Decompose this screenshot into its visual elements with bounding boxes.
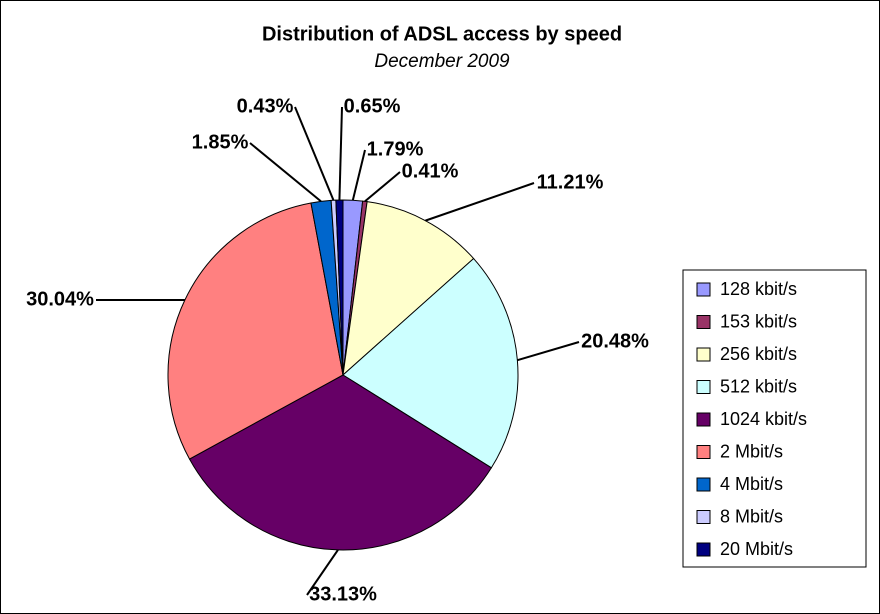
legend-label: 1024 kbit/s — [720, 409, 807, 429]
legend-label: 2 Mbit/s — [720, 441, 783, 461]
data-label: 33.13% — [309, 583, 377, 605]
legend-box — [682, 269, 867, 568]
pie-slice — [335, 199, 344, 376]
legend-swatch — [696, 282, 711, 297]
legend-label: 8 Mbit/s — [720, 506, 783, 526]
legend-swatch — [696, 347, 711, 362]
legend-swatch — [696, 542, 711, 557]
leader-line — [306, 549, 339, 596]
leader-line — [351, 149, 366, 201]
legend-swatch — [696, 445, 711, 459]
pie-slice — [342, 257, 519, 469]
leader-line — [364, 171, 401, 203]
legend-label: 20 Mbit/s — [720, 539, 793, 559]
data-label: 1.85% — [192, 131, 249, 153]
legend-swatch — [696, 412, 711, 427]
chart-subtitle: December 2009 — [374, 51, 510, 72]
data-label: 0.43% — [237, 95, 294, 117]
data-label: 20.48% — [581, 330, 649, 352]
leader-line — [338, 106, 343, 201]
legend-label: 128 kbit/s — [720, 279, 797, 299]
data-label: 30.04% — [26, 288, 94, 310]
pie-slice — [167, 202, 344, 460]
chart-title: Distribution of ADSL access by speed — [262, 23, 622, 45]
legend-label: 153 kbit/s — [720, 311, 797, 331]
data-label: 0.65% — [344, 95, 401, 117]
data-label: 11.21% — [537, 171, 604, 193]
legend-swatch — [696, 510, 711, 524]
leader-line — [294, 106, 335, 201]
data-label: 1.79% — [367, 138, 424, 160]
legend-swatch — [696, 315, 711, 329]
legend-label: 4 Mbit/s — [720, 474, 783, 494]
legend-swatch — [696, 380, 711, 394]
leader-line — [517, 341, 580, 362]
leader-line — [425, 182, 535, 222]
legend-swatch — [696, 477, 711, 492]
leader-line — [249, 142, 322, 203]
legend-label: 256 kbit/s — [720, 344, 797, 364]
data-label: 0.41% — [402, 160, 459, 182]
legend-label: 512 kbit/s — [720, 376, 797, 396]
